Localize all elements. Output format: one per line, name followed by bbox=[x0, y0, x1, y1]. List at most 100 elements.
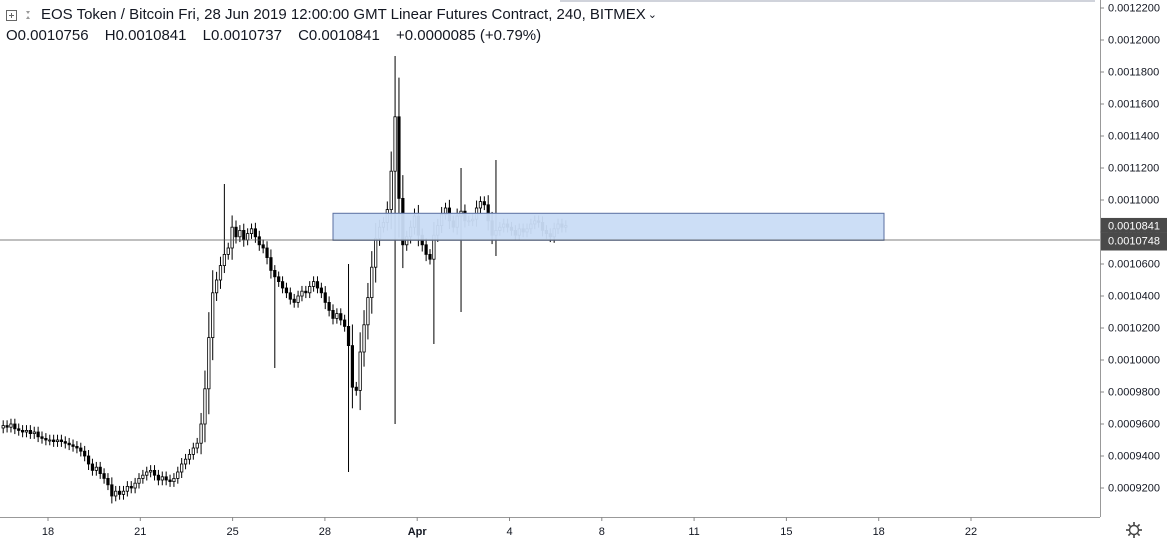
candle-down bbox=[75, 445, 79, 449]
candle-up bbox=[374, 237, 378, 268]
candle-down bbox=[288, 292, 292, 300]
candle-up bbox=[32, 431, 36, 435]
candle-up bbox=[393, 116, 397, 172]
candle-up bbox=[218, 265, 223, 281]
time-tick-label: 25 bbox=[226, 526, 238, 538]
price-tick-label: 0.0009400 bbox=[1108, 451, 1160, 463]
candle-up bbox=[145, 471, 149, 476]
candle-up bbox=[191, 447, 195, 455]
candle-down bbox=[242, 229, 246, 241]
candle-up bbox=[48, 439, 52, 442]
symbol-title-row[interactable]: EOS Token / Bitcoin Fri, 28 Jun 2019 12:… bbox=[6, 6, 657, 24]
candle-down bbox=[424, 244, 428, 255]
candle-up bbox=[55, 439, 60, 443]
candle-down bbox=[67, 442, 71, 446]
candle-up bbox=[249, 228, 254, 235]
box-bottom-price-label: 0.0010748 bbox=[1108, 235, 1160, 247]
box-bottom-price-label-bg bbox=[1101, 232, 1167, 248]
candle-down bbox=[331, 309, 335, 319]
candle-down bbox=[152, 469, 157, 476]
candle-up bbox=[366, 297, 370, 326]
settings-gear-icon[interactable] bbox=[1126, 522, 1142, 538]
candle-up bbox=[149, 469, 153, 473]
price-tick-label: 0.0011800 bbox=[1108, 67, 1159, 79]
candle-up bbox=[358, 351, 362, 391]
candle-up bbox=[195, 442, 199, 449]
box-top-price-label: 0.0010841 bbox=[1108, 220, 1160, 232]
candle-down bbox=[346, 325, 351, 346]
expand-plus-icon[interactable] bbox=[6, 9, 17, 21]
chart-legend: EOS Token / Bitcoin Fri, 28 Jun 2019 12:… bbox=[6, 6, 657, 46]
time-axis[interactable]: 18 21 25 28 Apr 4 8 11 15 18 22 bbox=[42, 517, 977, 538]
candle-down bbox=[71, 444, 75, 447]
time-tick-label: 4 bbox=[506, 526, 512, 538]
price-tick-label: 0.0010400 bbox=[1108, 291, 1160, 303]
time-tick-label: Apr bbox=[408, 526, 428, 538]
candle-down bbox=[20, 429, 25, 433]
candle-down bbox=[304, 290, 308, 294]
candle-down bbox=[44, 437, 48, 441]
candle-down bbox=[164, 476, 168, 481]
candle-up bbox=[214, 279, 219, 294]
time-tick-label: 18 bbox=[42, 526, 54, 538]
candle-down bbox=[106, 477, 110, 486]
candle-down bbox=[319, 287, 323, 294]
symbol-title[interactable]: EOS Token / Bitcoin Fri, 28 Jun 2019 12:… bbox=[41, 6, 646, 23]
candle-down bbox=[86, 455, 91, 465]
candle-down bbox=[292, 298, 296, 303]
candle-down bbox=[280, 281, 285, 289]
candle-up bbox=[246, 233, 250, 241]
candle-up bbox=[160, 476, 164, 481]
plot-area[interactable] bbox=[0, 0, 1100, 517]
candle-up bbox=[230, 226, 234, 249]
candle-up bbox=[311, 281, 316, 287]
range-rectangle[interactable] bbox=[332, 212, 885, 241]
candle-up bbox=[199, 423, 203, 444]
candle-down bbox=[28, 429, 32, 434]
candle-down bbox=[257, 236, 261, 246]
candle-down bbox=[265, 247, 269, 258]
candle-up bbox=[1, 425, 5, 429]
price-tick-label: 0.0010200 bbox=[1108, 323, 1160, 335]
candle-up bbox=[183, 458, 188, 465]
time-tick-label: 18 bbox=[873, 526, 885, 538]
candle-up bbox=[172, 477, 176, 482]
candle-up bbox=[335, 313, 339, 319]
time-tick-label: 15 bbox=[780, 526, 792, 538]
time-tick-label: 22 bbox=[965, 526, 977, 538]
candle-down bbox=[59, 439, 64, 443]
price-tick-label: 0.0011000 bbox=[1108, 195, 1159, 207]
candle-down bbox=[397, 116, 401, 199]
candle-down bbox=[83, 450, 87, 457]
candle-up bbox=[203, 388, 207, 425]
candle-up bbox=[24, 429, 29, 433]
price-tick-label: 0.0010000 bbox=[1108, 355, 1160, 367]
candle-down bbox=[327, 301, 331, 311]
candle-down bbox=[339, 313, 343, 321]
candle-down bbox=[129, 485, 133, 489]
candle-down bbox=[102, 473, 106, 479]
open-value: O0.0010756 bbox=[6, 27, 89, 44]
price-tick-label: 0.0009800 bbox=[1108, 387, 1160, 399]
price-tick-label: 0.0011400 bbox=[1108, 131, 1159, 143]
candle-down bbox=[277, 276, 281, 282]
candle-up bbox=[125, 485, 129, 492]
low-value: L0.0010737 bbox=[202, 27, 282, 44]
candle-up bbox=[133, 482, 137, 489]
candle-down bbox=[52, 439, 56, 443]
price-tick-label: 0.0009600 bbox=[1108, 419, 1160, 431]
ohlc-values: O0.0010756 H0.0010841 L0.0010737 C0.0010… bbox=[6, 26, 657, 46]
candle-up bbox=[308, 285, 312, 294]
candle-up bbox=[362, 324, 366, 353]
candle-down bbox=[98, 466, 102, 475]
candle-down bbox=[482, 201, 486, 206]
drag-grip-icon[interactable] bbox=[23, 9, 35, 21]
time-tick-label: 11 bbox=[688, 526, 699, 538]
candle-down bbox=[234, 226, 238, 238]
candle-down bbox=[90, 463, 95, 471]
close-value: C0.0010841 bbox=[298, 27, 380, 44]
candle-up bbox=[114, 490, 118, 497]
candle-up bbox=[478, 201, 483, 209]
chevron-down-icon[interactable]: ⌄ bbox=[647, 9, 657, 21]
